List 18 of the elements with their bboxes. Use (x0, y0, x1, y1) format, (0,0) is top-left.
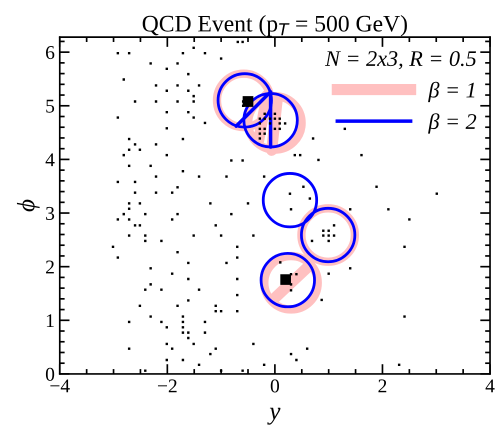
y-tick-label: 3 (46, 206, 54, 220)
legend-title: N = 2x3, R = 0.5 (324, 51, 476, 70)
y-tick-label: 2 (46, 260, 54, 274)
legend-label: β = 1 (428, 82, 474, 102)
chart-title: QCD Event (p$_{T}$ = 500 GeV) (142, 15, 407, 36)
y-tick-label: 4 (46, 153, 55, 166)
x-tick-label: −4 (50, 379, 70, 392)
x-tick-label: 0 (270, 379, 280, 392)
x-tick-label: −2 (158, 379, 177, 392)
x-axis-title: y (267, 408, 280, 425)
y-tick-label: 1 (46, 314, 54, 328)
y-tick-label: 5 (46, 100, 54, 113)
y-axis-title: ϕ (16, 200, 40, 212)
legend-label: β = 2 (428, 113, 476, 134)
x-tick-label: 2 (378, 379, 386, 392)
x-tick-label: 4 (486, 379, 495, 392)
y-tick-label: 6 (46, 46, 54, 60)
y-tick-label: 0 (46, 368, 54, 381)
